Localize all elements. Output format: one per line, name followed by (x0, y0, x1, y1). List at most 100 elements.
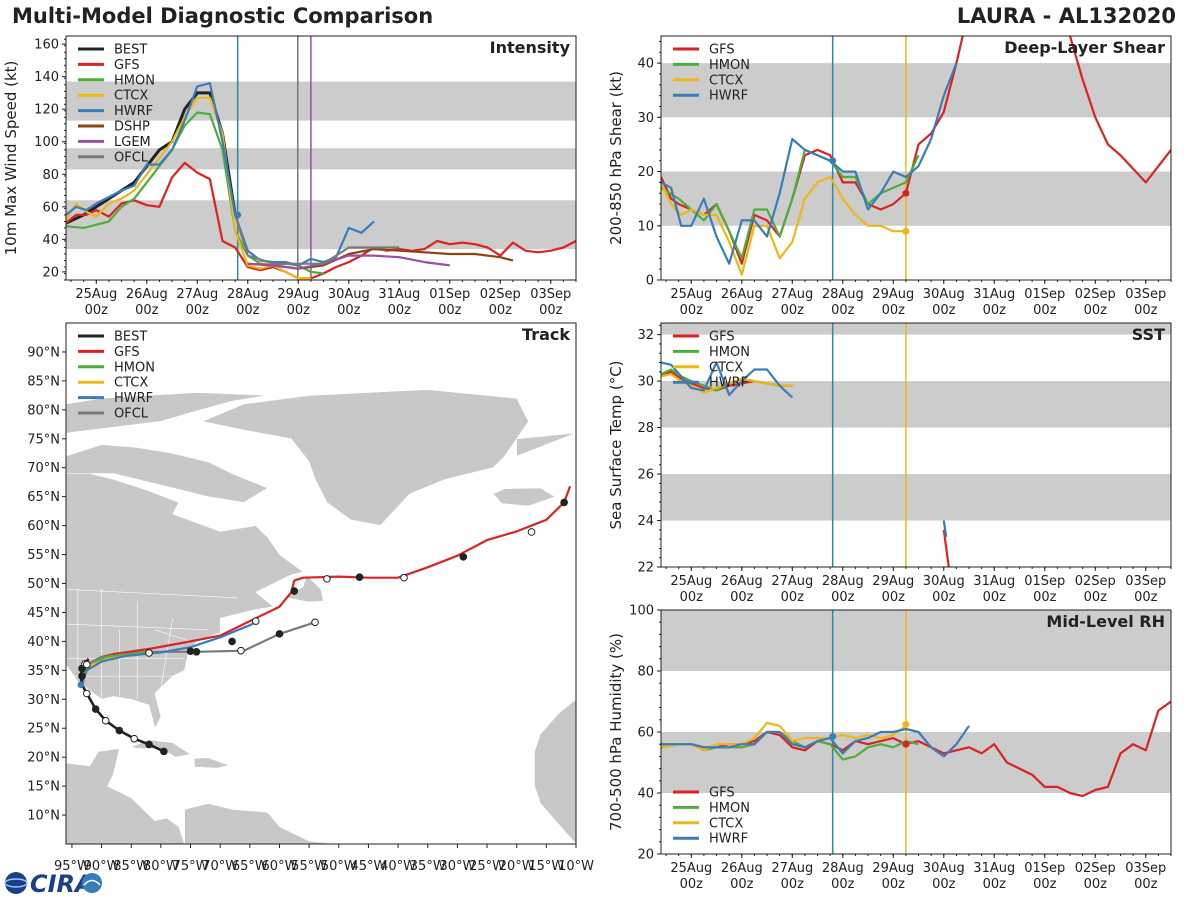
intensity-legend-label-lgem: LGEM (114, 135, 151, 150)
track-xtick-label: 40°W (380, 859, 416, 874)
track-marker-ofcl (192, 648, 201, 656)
shear-xtick-label-date: 02Sep (1075, 287, 1116, 302)
intensity-xtick-label-hour: 00z (438, 303, 462, 318)
shear-xtick-label-date: 29Aug (872, 287, 914, 302)
track-marker-gfs (459, 553, 468, 561)
intensity-legend-label-best: BEST (114, 43, 147, 58)
intensity-xtick-label-hour: 00z (186, 303, 210, 318)
land-north-america (66, 351, 304, 730)
sst-ytick-label: 22 (637, 561, 654, 576)
shear-band (661, 171, 1171, 226)
shear-ytick-label: 20 (637, 165, 654, 180)
shear-series-ctcx (661, 175, 906, 276)
land-hispaniola (193, 757, 231, 769)
track-ytick-label: 55°N (27, 548, 60, 563)
track-xtick-label: 65°W (232, 859, 268, 874)
track-xtick-label: 85°W (113, 859, 149, 874)
track-ytick-label: 30°N (27, 693, 60, 708)
sst-ytick-label: 24 (637, 514, 654, 529)
intensity-xtick-label-hour: 00z (539, 303, 563, 318)
track-panel: 10°N 15°N 20°N 25°N 30°N 35°N 40°N 45°N 50°N 55°N… (27, 322, 594, 874)
intensity-band (66, 148, 576, 170)
rh-xtick-label-hour: 00z (983, 877, 1007, 892)
intensity-xtick-label-date: 28Aug (227, 287, 269, 302)
intensity-xtick-label-date: 29Aug (277, 287, 319, 302)
sst-xtick-label-date: 01Sep (1024, 574, 1065, 589)
shear-xtick-label-hour: 00z (882, 303, 906, 318)
shear-xtick-label-date: 30Aug (923, 287, 965, 302)
rh-xtick-label-hour: 00z (1033, 877, 1057, 892)
sst-xtick-label-hour: 00z (1084, 590, 1108, 605)
rh-xtick-label-hour: 00z (730, 877, 754, 892)
track-legend-label-ctcx: CTCX (114, 376, 148, 391)
rh-xtick-label-date: 28Aug (822, 861, 864, 876)
track-ytick-label: 90°N (27, 345, 60, 360)
land-iceland (492, 487, 556, 507)
track-marker-best (130, 734, 138, 743)
intensity-series-hwrf (66, 82, 375, 267)
sst-xtick-label-hour: 00z (831, 590, 855, 605)
track-marker-ofcl (237, 646, 245, 655)
shear-ylabel: 200-850 hPa Shear (kt) (607, 71, 625, 245)
sst-xtick-label-hour: 00z (1134, 590, 1158, 605)
track-marker-best (145, 740, 153, 749)
rh-ytick-label: 20 (637, 848, 654, 863)
rh-xtick-label-date: 29Aug (872, 861, 914, 876)
track-xtick-label: 70°W (202, 859, 238, 874)
track-legend-label-best: BEST (114, 330, 147, 345)
rh-ylabel: 700-500 hPa Humidity (%) (607, 633, 625, 831)
shear-xtick-label-hour: 00z (730, 303, 754, 318)
track-marker-best (78, 672, 86, 680)
intensity-xtick-label-hour: 00z (85, 303, 109, 318)
track-xtick-label: 45°W (350, 859, 386, 874)
track-marker-gfs (527, 528, 536, 536)
rh-band (661, 610, 1171, 671)
intensity-panel: 2040608010012014016025Aug00z26Aug00z27Au… (2, 35, 577, 318)
track-series-hwrf (79, 620, 260, 686)
track-marker-best (82, 689, 91, 698)
sst-xtick-label-date: 31Aug (973, 574, 1015, 589)
rh-legend-label-hwrf: HWRF (709, 832, 748, 847)
intensity-ytick-label: 140 (34, 70, 59, 85)
intensity-band (66, 81, 576, 121)
intensity-legend-label-hmon: HMON (114, 73, 155, 88)
shear-series-hwrf (661, 62, 958, 265)
shear-xtick-label-date: 01Sep (1024, 287, 1065, 302)
intensity-marker (234, 211, 242, 219)
track-xtick-label: 75°W (173, 859, 209, 874)
land-newfoundland (284, 574, 324, 603)
globe-orbit (4, 878, 28, 888)
track-ytick-label: 35°N (27, 664, 60, 679)
rh-title: Mid-Level RH (1046, 612, 1165, 631)
intensity-ytick-label: 40 (42, 233, 59, 248)
rh-marker-gfs (902, 740, 910, 748)
state-border (66, 588, 238, 599)
track-ytick-label: 60°N (27, 519, 60, 534)
sst-xtick-label-hour: 00z (1033, 590, 1057, 605)
intensity-xtick-label-hour: 00z (489, 303, 513, 318)
track-ytick-label: 45°N (27, 606, 60, 621)
track-marker-gfs (290, 587, 299, 595)
rh-ytick-label: 100 (629, 604, 654, 619)
shear-xtick-label-date: 03Sep (1125, 287, 1166, 302)
rh-series-ctcx (661, 721, 907, 752)
sst-xtick-label-hour: 00z (983, 590, 1007, 605)
rh-xtick-label-hour: 00z (781, 877, 805, 892)
intensity-xtick-label-hour: 00z (388, 303, 412, 318)
shear-marker-gfs (902, 189, 910, 197)
rh-panel: 2040608010025Aug00z26Aug00z27Aug00z28Aug… (607, 604, 1172, 892)
track-marker-ofcl (311, 618, 319, 627)
intensity-title: Intensity (490, 38, 571, 57)
track-ytick-label: 65°N (27, 490, 60, 505)
intensity-xtick-label-hour: 00z (287, 303, 311, 318)
intensity-xtick-label-hour: 00z (337, 303, 361, 318)
track-marker-best (101, 716, 110, 725)
rh-marker-ctcx (902, 720, 910, 728)
intensity-xtick-label-date: 30Aug (328, 287, 370, 302)
shear-marker-hwrf (829, 157, 837, 165)
track-xtick-label: 25°W (469, 859, 505, 874)
shear-xtick-label-hour: 00z (781, 303, 805, 318)
shear-legend-label-ctcx: CTCX (709, 73, 743, 88)
intensity-xtick-label-date: 27Aug (176, 287, 218, 302)
